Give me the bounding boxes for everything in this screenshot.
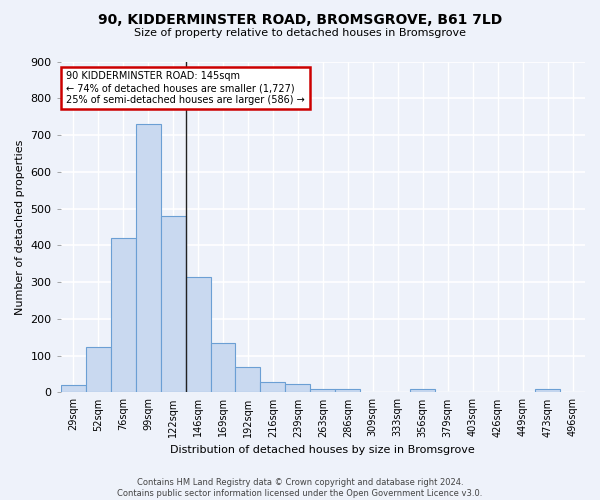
Text: Size of property relative to detached houses in Bromsgrove: Size of property relative to detached ho… — [134, 28, 466, 38]
Bar — [185, 276, 211, 392]
X-axis label: Distribution of detached houses by size in Bromsgrove: Distribution of detached houses by size … — [170, 445, 475, 455]
Bar — [110, 238, 136, 392]
Bar — [286, 384, 310, 392]
Y-axis label: Number of detached properties: Number of detached properties — [15, 140, 25, 314]
Bar — [260, 382, 286, 392]
Bar — [86, 347, 110, 393]
Bar — [310, 389, 335, 392]
Text: 90 KIDDERMINSTER ROAD: 145sqm
← 74% of detached houses are smaller (1,727)
25% o: 90 KIDDERMINSTER ROAD: 145sqm ← 74% of d… — [66, 72, 305, 104]
Bar — [235, 368, 260, 392]
Bar — [535, 389, 560, 392]
Bar — [211, 343, 235, 392]
Bar — [410, 389, 435, 392]
Bar — [335, 389, 361, 392]
Bar — [61, 385, 86, 392]
Text: Contains HM Land Registry data © Crown copyright and database right 2024.
Contai: Contains HM Land Registry data © Crown c… — [118, 478, 482, 498]
Bar — [136, 124, 161, 392]
Text: 90, KIDDERMINSTER ROAD, BROMSGROVE, B61 7LD: 90, KIDDERMINSTER ROAD, BROMSGROVE, B61 … — [98, 12, 502, 26]
Bar — [161, 216, 185, 392]
